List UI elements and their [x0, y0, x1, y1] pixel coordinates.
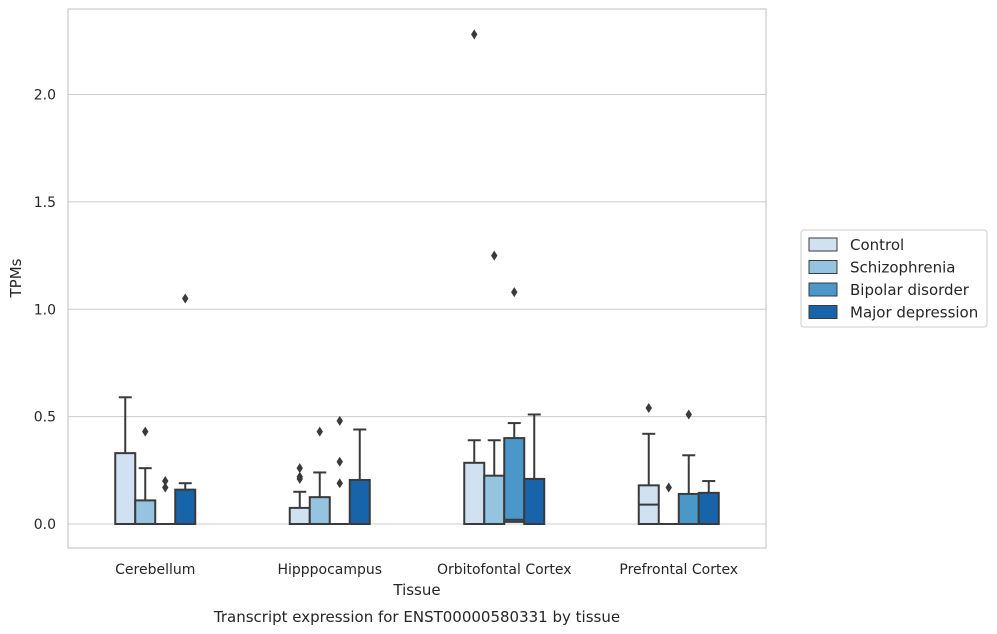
box-major-depression	[697, 480, 720, 525]
outlier-point	[296, 471, 303, 482]
legend-label: Major depression	[850, 304, 978, 322]
box-major-depression	[523, 413, 546, 525]
legend-swatch	[808, 237, 838, 252]
box-body	[348, 478, 371, 526]
plot-frame	[67, 8, 767, 549]
y-tick-label: 0.0	[34, 517, 56, 533]
box-body	[174, 488, 197, 526]
x-tick-label: Cerebellum	[115, 562, 195, 578]
outlier-point	[142, 426, 149, 437]
box-body	[503, 437, 526, 523]
legend-label: Schizophrenia	[850, 259, 955, 277]
box-body	[523, 477, 546, 525]
y-tick-label: 1.0	[34, 302, 56, 318]
box-body	[134, 499, 157, 526]
boxes	[114, 29, 720, 526]
y-axis-title: TPMs	[7, 258, 25, 298]
outlier-point	[665, 482, 672, 493]
legend-swatch	[808, 305, 838, 319]
x-tick-label: Hipppocampus	[277, 562, 382, 578]
y-tick-label: 1.5	[34, 195, 56, 211]
x-tick-label: Orbitofontal Cortex	[437, 562, 572, 578]
legend-frame	[800, 229, 988, 328]
box-control	[114, 396, 137, 526]
y-tick-labels: 0.0 0.5 1.0 1.5 2.0	[34, 88, 56, 534]
plot-background	[68, 9, 766, 548]
outlier-point	[645, 403, 652, 414]
outlier-point	[491, 250, 498, 261]
box-body	[677, 492, 700, 525]
outlier-point	[511, 287, 518, 298]
box-body	[483, 474, 506, 525]
box-body	[308, 496, 331, 525]
box-major-depression	[348, 428, 371, 526]
legend-label: Control	[850, 236, 904, 254]
y-tick-label: 2.0	[34, 88, 56, 104]
box-body	[114, 452, 137, 526]
outlier-point	[336, 456, 343, 467]
box-body	[463, 461, 486, 526]
y-tick-label: 0.5	[34, 410, 56, 426]
x-axis-title: Tissue	[392, 581, 440, 599]
box-major-depression	[174, 293, 197, 526]
x-tick-labels: Cerebellum Hipppocampus Orbitofontal Corte…	[115, 562, 738, 578]
outlier-point	[162, 482, 169, 493]
outlier-point	[316, 426, 323, 437]
chart-title: Transcript expression for ENST0000058033…	[213, 608, 620, 626]
legend: Control Schizophrenia Bipolar disorder Majo…	[800, 229, 988, 328]
x-tick-label: Prefrontal Cortex	[619, 562, 738, 578]
outlier-point	[685, 409, 692, 420]
outlier-point	[296, 463, 303, 474]
outlier-point	[182, 293, 189, 304]
box-control	[288, 463, 311, 525]
outlier-point	[471, 29, 478, 40]
box-control	[637, 403, 660, 525]
legend-label: Bipolar disorder	[850, 281, 970, 299]
outlier-point	[162, 476, 169, 487]
legend-swatch	[808, 282, 838, 297]
outlier-point	[336, 415, 343, 426]
box-body	[288, 506, 311, 525]
box-control	[463, 29, 486, 526]
box-schizophrenia	[134, 426, 157, 526]
outlier-point	[336, 478, 343, 489]
box-body	[697, 491, 720, 525]
box-schizophrenia	[308, 426, 331, 525]
legend-swatch	[808, 260, 838, 274]
